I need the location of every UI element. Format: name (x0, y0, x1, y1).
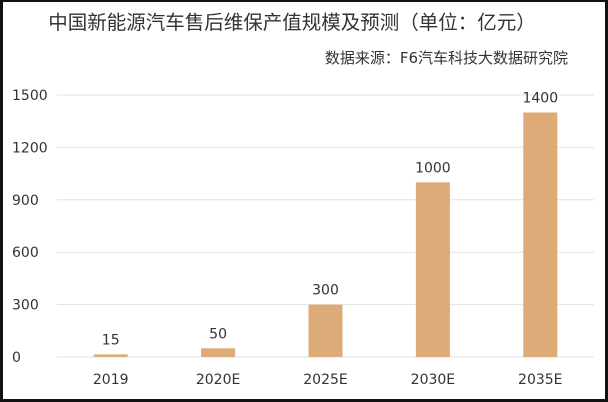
data-label: 1000 (415, 160, 451, 176)
bar (523, 112, 558, 357)
bar (415, 182, 450, 357)
data-label: 300 (312, 283, 339, 299)
y-tick-label: 1500 (12, 88, 48, 104)
chart-title: 中国新能源汽车售后维保产值规模及预测（单位：亿元） (48, 11, 536, 34)
y-tick-label: 0 (12, 350, 21, 366)
data-label: 1400 (522, 90, 558, 106)
y-tick-label: 1200 (12, 140, 48, 156)
x-tick-label: 2020E (196, 372, 240, 388)
bar (93, 354, 128, 357)
x-tick-label: 2035E (518, 372, 562, 388)
chart-subtitle: 数据来源：F6汽车科技大数据研究院 (325, 49, 568, 67)
data-label: 15 (102, 332, 120, 348)
x-tick-label: 2030E (411, 372, 455, 388)
y-tick-label: 900 (12, 193, 39, 209)
bar (308, 304, 343, 357)
y-tick-label: 600 (12, 245, 39, 261)
x-tick-label: 2025E (303, 372, 347, 388)
bar (201, 348, 236, 357)
x-tick-label: 2019 (93, 372, 129, 388)
data-label: 50 (209, 326, 227, 342)
y-tick-label: 300 (12, 298, 39, 314)
